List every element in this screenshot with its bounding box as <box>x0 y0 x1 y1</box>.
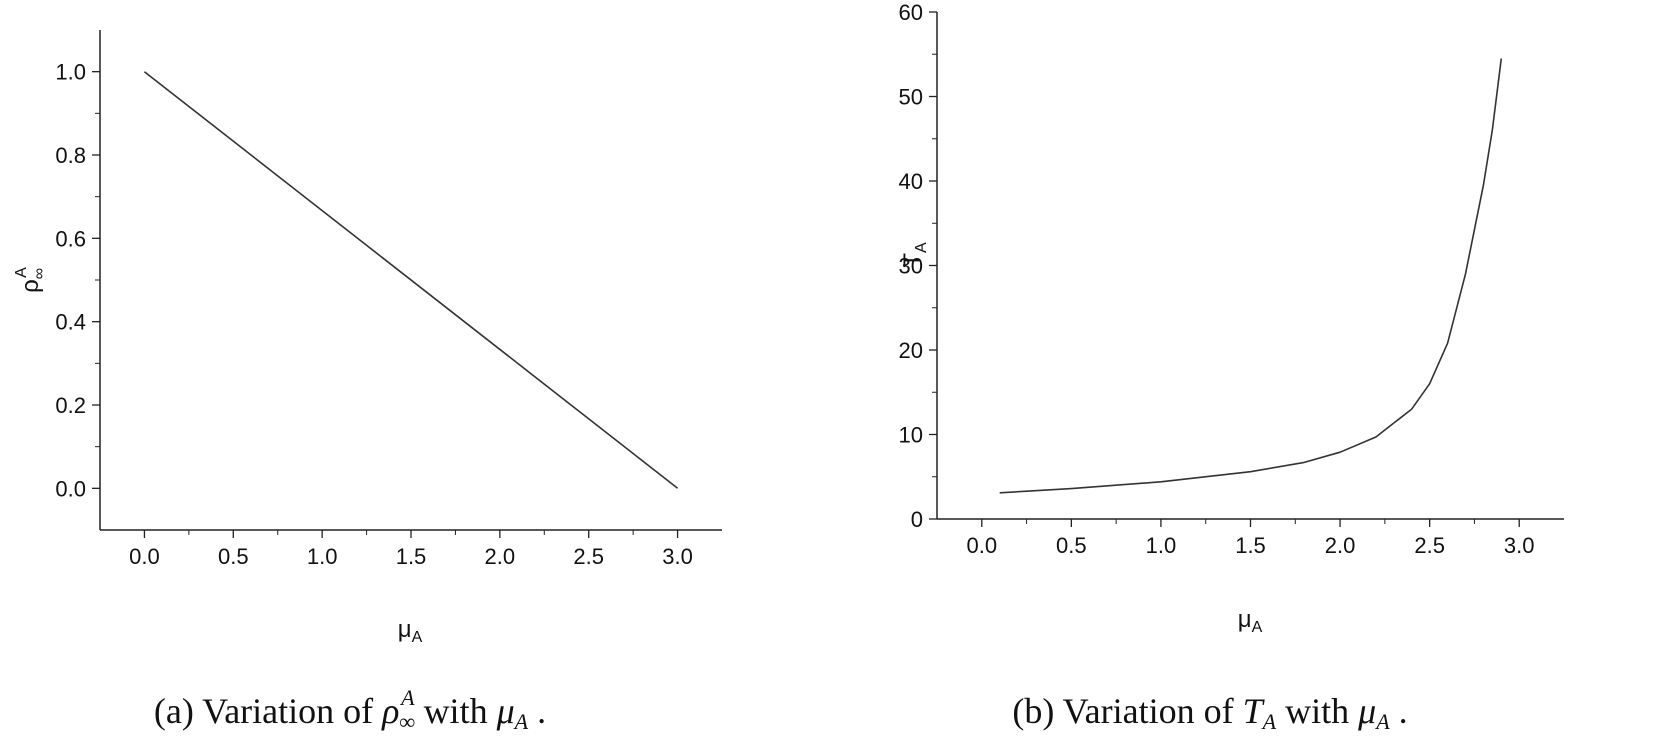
chart-a-y-tick-labels: 0.0 0.2 0.4 0.6 0.8 1.0 <box>55 60 86 502</box>
chart-b-y-tick-label: 10 <box>899 423 923 448</box>
chart-a-y-tick-label: 0.2 <box>55 393 86 418</box>
chart-b-y-tick-label: 0 <box>911 507 923 532</box>
chart-a-x-tick-label: 2.0 <box>485 544 516 569</box>
chart-b-x-tick-label: 0.0 <box>966 533 997 558</box>
chart-a-x-tick-label: 0.5 <box>218 544 249 569</box>
chart-b-x-tick-label: 3.0 <box>1504 533 1535 558</box>
chart-b-x-tick-label: 2.5 <box>1414 533 1445 558</box>
chart-a-axes <box>92 30 722 538</box>
chart-a: 0.0 0.2 0.4 0.6 0.8 1.0 0.0 0.5 1.0 1.5 2.0 2.5 3.0… <box>13 30 722 734</box>
chart-a-x-tick-labels: 0.0 0.5 1.0 1.5 2.0 2.5 3.0 <box>129 544 693 569</box>
chart-a-x-tick-label: 0.0 <box>129 544 160 569</box>
chart-b-x-tick-label: 0.5 <box>1056 533 1087 558</box>
chart-b: 0 10 20 30 40 50 60 0.0 0.5 1.0 1.5 2.0 2.5 3.0 μA T… <box>899 0 1564 734</box>
chart-b-x-axis-label: μA <box>1238 606 1263 636</box>
chart-a-y-tick-label: 0.0 <box>55 476 86 501</box>
chart-a-x-tick-label: 1.0 <box>307 544 338 569</box>
chart-a-x-tick-label: 2.5 <box>573 544 604 569</box>
chart-b-x-tick-labels: 0.0 0.5 1.0 1.5 2.0 2.5 3.0 <box>966 533 1534 558</box>
chart-b-y-tick-label: 60 <box>899 0 923 25</box>
chart-a-series-line <box>143 71 679 489</box>
chart-a-y-tick-label: 0.6 <box>55 226 86 251</box>
chart-a-y-tick-label: 0.8 <box>55 143 86 168</box>
chart-b-caption: (b) Variation of TA with μA . <box>1012 691 1407 734</box>
chart-a-y-tick-label: 0.4 <box>55 310 86 335</box>
chart-b-x-tick-label: 2.0 <box>1325 533 1356 558</box>
chart-b-y-tick-label: 50 <box>899 85 923 110</box>
chart-a-y-tick-label: 1.0 <box>55 60 86 85</box>
chart-a-caption: (a) Variation of ρ∞A with μA . <box>154 685 546 734</box>
chart-b-y-axis-label: TA <box>899 242 930 268</box>
chart-b-y-tick-label: 40 <box>899 169 923 194</box>
chart-b-axes <box>929 11 1564 527</box>
chart-a-x-tick-label: 1.5 <box>396 544 427 569</box>
chart-a-x-tick-label: 3.0 <box>662 544 693 569</box>
chart-b-x-tick-label: 1.0 <box>1146 533 1177 558</box>
chart-a-series <box>143 71 679 489</box>
chart-b-y-tick-labels: 0 10 20 30 40 50 60 <box>899 0 923 532</box>
chart-b-x-tick-label: 1.5 <box>1235 533 1266 558</box>
chart-b-series <box>999 58 1503 494</box>
chart-a-x-axis-label: μA <box>398 616 423 646</box>
chart-b-y-tick-label: 30 <box>899 254 923 279</box>
chart-b-series-line <box>999 58 1503 494</box>
chart-a-y-axis-label: ρ∞A <box>13 267 48 293</box>
chart-b-y-tick-label: 20 <box>899 338 923 363</box>
